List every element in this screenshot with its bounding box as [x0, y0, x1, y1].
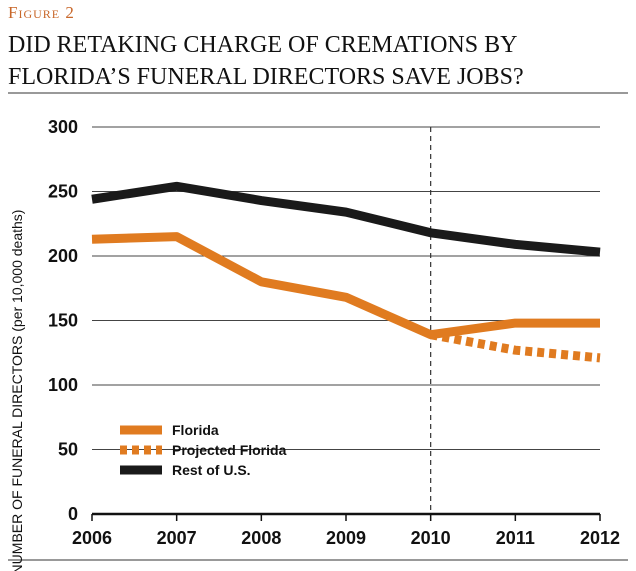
chart-title: FLORIDA’S FUNERAL DIRECTORS SAVE JOBS?	[8, 64, 524, 90]
y-axis-label: NUMBER OF FUNERAL DIRECTORS (per 10,000 …	[9, 210, 25, 571]
x-tick-label: 2007	[157, 528, 197, 548]
series-line	[91, 232, 600, 340]
legend-label: Rest of U.S.	[172, 462, 251, 478]
x-tick-label: 2012	[580, 528, 620, 548]
y-tick-label: 100	[48, 375, 78, 395]
y-tick-label: 50	[58, 440, 78, 460]
y-tick-label: 150	[48, 311, 78, 331]
y-tick-label: 300	[48, 117, 78, 137]
x-tick-label: 2009	[326, 528, 366, 548]
y-tick-label: 0	[68, 504, 78, 524]
series-line	[429, 330, 601, 363]
x-tick-label: 2008	[241, 528, 281, 548]
figure-label: Figure 2	[8, 3, 75, 22]
x-tick-label: 2010	[411, 528, 451, 548]
x-tick-label: 2011	[496, 528, 535, 548]
legend-label: Projected Florida	[172, 442, 287, 458]
y-tick-label: 250	[48, 182, 78, 202]
chart-title: DID RETAKING CHARGE OF CREMATIONS BY	[8, 32, 517, 58]
x-tick-label: 2006	[72, 528, 112, 548]
series-line	[91, 181, 601, 257]
legend-label: Florida	[172, 422, 219, 438]
y-tick-label: 200	[48, 246, 78, 266]
